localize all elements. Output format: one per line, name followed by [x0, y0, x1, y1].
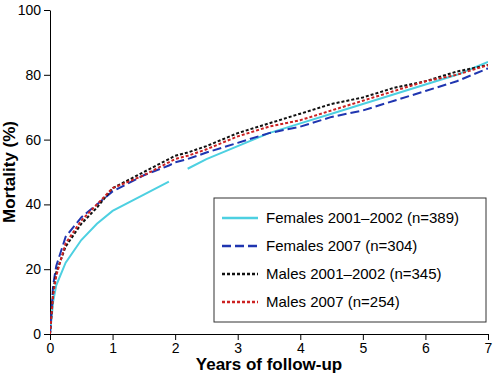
legend-label: Males 2007 (n=254) — [266, 293, 400, 310]
y-tick-label: 100 — [18, 2, 42, 18]
y-axis-line — [50, 11, 51, 335]
x-tick-label: 3 — [234, 340, 242, 356]
x-tick-label: 6 — [422, 340, 430, 356]
y-tick-label: 0 — [33, 326, 41, 342]
series-line — [50, 65, 488, 334]
legend-label: Males 2001–2002 (n=345) — [266, 265, 442, 282]
series-group — [50, 62, 488, 334]
x-tick: 0 — [47, 334, 55, 356]
legend-swatch — [222, 301, 258, 304]
y-tick: 100 — [18, 2, 50, 18]
x-tick: 2 — [172, 334, 180, 356]
x-axis-line — [51, 334, 489, 335]
x-tick-label: 5 — [359, 340, 367, 356]
y-tick-mark — [44, 269, 50, 270]
y-tick-label: 60 — [25, 132, 41, 148]
x-tick: 4 — [297, 334, 305, 356]
y-tick-label: 40 — [25, 196, 41, 212]
x-tick-label: 0 — [47, 340, 55, 356]
y-tick-label: 80 — [25, 67, 41, 83]
y-tick-mark — [44, 204, 50, 205]
x-tick: 1 — [109, 334, 117, 356]
series-line — [50, 68, 488, 334]
legend: Females 2001–2002 (n=389) Females 2007 (n… — [214, 198, 486, 322]
y-tick-mark — [44, 75, 50, 76]
y-tick-label: 20 — [25, 261, 41, 277]
legend-label: Females 2007 (n=304) — [266, 237, 417, 254]
plot-area: 0 1 2 3 4 5 6 7 0 20 40 60 80 100 Females 2001–2002 (n… — [18, 2, 493, 356]
x-tick: 5 — [359, 334, 367, 356]
y-tick: 40 — [25, 196, 50, 212]
chart: 0 1 2 3 4 5 6 7 0 20 40 60 80 100 Females 2001–2002 (n… — [0, 0, 500, 376]
series-line — [50, 65, 488, 334]
x-tick-label: 4 — [297, 340, 305, 356]
y-axis-title: Mortality (%) — [0, 121, 19, 223]
x-tick-label: 1 — [109, 340, 117, 356]
x-tick: 6 — [422, 334, 430, 356]
x-tick-label: 7 — [485, 340, 493, 356]
legend-swatch — [222, 217, 258, 220]
x-tick: 3 — [234, 334, 242, 356]
legend-swatch — [222, 245, 258, 248]
y-tick: 20 — [25, 261, 50, 277]
x-axis-title: Years of follow-up — [196, 355, 342, 374]
legend-label: Females 2001–2002 (n=389) — [266, 209, 459, 226]
legend-box — [214, 198, 486, 322]
y-tick: 60 — [25, 132, 50, 148]
y-tick-mark — [44, 10, 50, 11]
y-tick-mark — [44, 334, 50, 335]
series-line — [50, 62, 488, 334]
x-tick-label: 2 — [172, 340, 180, 356]
legend-swatch — [222, 273, 258, 276]
y-tick: 80 — [25, 67, 50, 83]
x-axis: 0 1 2 3 4 5 6 7 — [47, 334, 493, 356]
x-tick: 7 — [485, 334, 493, 356]
y-tick-mark — [44, 140, 50, 141]
y-tick: 0 — [33, 326, 50, 342]
y-axis: 0 20 40 60 80 100 — [18, 2, 51, 342]
